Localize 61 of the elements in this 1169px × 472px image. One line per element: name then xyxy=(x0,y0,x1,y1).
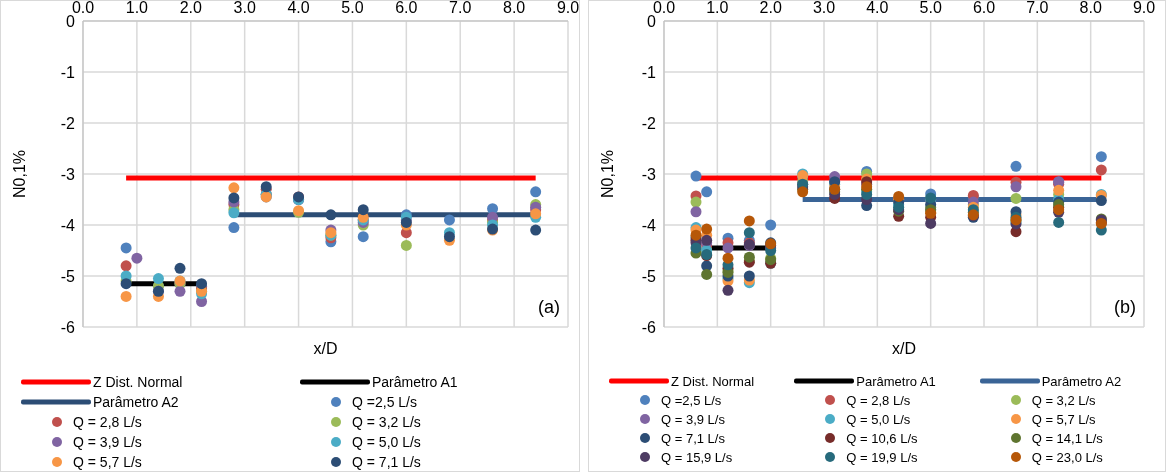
legend-label: Z Dist. Normal xyxy=(671,373,755,389)
x-axis-title: x/D xyxy=(891,340,917,358)
legend-label: Q = 14,1 L/s xyxy=(1031,430,1103,446)
x-tick-label: 7.0 xyxy=(449,0,472,16)
legend-label: Q = 15,9 L/s xyxy=(661,449,733,465)
legend-label: Q = 3,2 L/s xyxy=(352,413,421,430)
x-tick-label: 1.0 xyxy=(706,0,729,16)
y-tick-label: -5 xyxy=(641,267,657,285)
x-tick-label: 1.0 xyxy=(125,0,149,16)
legend-label: Parâmetro A1 xyxy=(372,373,458,390)
legend-label: Q = 10,6 L/s xyxy=(846,430,918,446)
x-tick-label: 8.0 xyxy=(502,0,526,16)
x-tick-label: 5.0 xyxy=(341,0,364,16)
y-tick-label: -3 xyxy=(641,165,657,183)
legend-label: Q = 3,2 L/s xyxy=(1031,392,1096,408)
legend-label: Parâmetro A1 xyxy=(856,373,936,389)
x-tick-label: 6.0 xyxy=(972,0,996,16)
legend-label: Q = 3,9 L/s xyxy=(661,411,725,427)
legend-label: Q = 2,8 L/s xyxy=(73,413,142,430)
y-tick-label: -2 xyxy=(60,114,76,132)
y-tick-label: -6 xyxy=(641,318,657,336)
x-tick-label: 5.0 xyxy=(919,0,942,16)
y-tick-label: -5 xyxy=(60,267,76,285)
x-tick-label: 6.0 xyxy=(395,0,418,16)
x-tick-label: 9.0 xyxy=(556,0,580,16)
x-tick-label: 7.0 xyxy=(1026,0,1049,16)
legend-label: Q = 23,0 L/s xyxy=(1031,449,1103,465)
legend-label: Q = 19,9 L/s xyxy=(846,449,918,465)
x-tick-label: 2.0 xyxy=(759,0,782,16)
x-tick-label: 3.0 xyxy=(812,0,836,16)
y-tick-label: -1 xyxy=(60,63,76,81)
legend-label: Q = 3,9 L/s xyxy=(73,433,142,450)
y-axis-title: N0,1% xyxy=(10,149,28,199)
x-tick-label: 2.0 xyxy=(179,0,202,16)
x-tick-label: 8.0 xyxy=(1079,0,1102,16)
legend-label: Q =2,5 L/s xyxy=(661,392,722,408)
y-tick-label: -6 xyxy=(60,318,76,336)
x-tick-label: 9.0 xyxy=(1132,0,1156,16)
x-tick-label: 4.0 xyxy=(866,0,889,16)
legend-label: Parâmetro A2 xyxy=(1041,373,1122,389)
legend-label: Parâmetro A2 xyxy=(93,393,179,410)
y-tick-label: -4 xyxy=(641,216,657,234)
x-axis-title: x/D xyxy=(312,340,339,358)
legend-label: Q =2,5 L/s xyxy=(352,393,417,410)
legend-label: Q = 5,0 L/s xyxy=(846,411,911,427)
legend-label: Q = 2,8 L/s xyxy=(846,392,911,408)
legend-label: Q = 7,1 L/s xyxy=(352,453,421,470)
legend-label: Q = 5,7 L/s xyxy=(73,453,142,470)
annotation: (b) xyxy=(1114,297,1136,318)
y-tick-label: -2 xyxy=(641,114,657,132)
y-tick-label: -4 xyxy=(60,216,76,234)
x-tick-label: 4.0 xyxy=(287,0,310,16)
legend-label: Q = 5,7 L/s xyxy=(1031,411,1096,427)
legend-label: Z Dist. Normal xyxy=(93,373,183,390)
legend-label: Q = 5,0 L/s xyxy=(352,433,421,450)
y-tick-label: -1 xyxy=(641,63,657,81)
x-tick-label: 3.0 xyxy=(233,0,256,16)
annotation: (a) xyxy=(538,297,560,318)
y-tick-label: -3 xyxy=(60,165,76,183)
y-axis-title: N0,1% xyxy=(598,149,616,199)
legend-label: Q = 7,1 L/s xyxy=(661,430,725,446)
